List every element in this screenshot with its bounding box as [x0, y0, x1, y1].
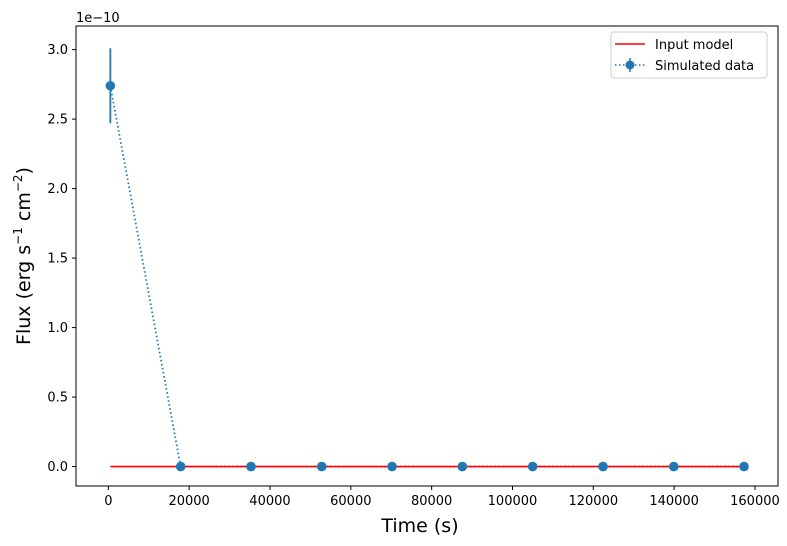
- data-point: [457, 461, 468, 472]
- x-tick-label: 100000: [488, 494, 538, 509]
- x-axis-label: Time (s): [380, 515, 458, 537]
- x-tick-label: 60000: [330, 494, 371, 509]
- x-tick-label: 20000: [168, 494, 209, 509]
- y-tick-label: 3.0: [47, 43, 68, 58]
- data-point: [175, 461, 186, 472]
- legend-label-input-model: Input model: [655, 38, 733, 53]
- legend-box: [610, 31, 768, 79]
- data-point: [105, 80, 116, 91]
- x-tick-label: 140000: [649, 494, 699, 509]
- y-tick-label: 0.0: [47, 460, 68, 475]
- x-tick-label: 160000: [730, 494, 780, 509]
- data-point: [739, 461, 749, 472]
- legend-swatch-simulated-marker: [625, 60, 635, 70]
- plot-area: [105, 48, 749, 472]
- axes-frame: [75, 25, 779, 487]
- y-axis-label: Flux (erg s−1 cm−2): [11, 167, 35, 345]
- data-point: [668, 461, 679, 472]
- y-tick-label: 1.5: [47, 252, 68, 267]
- y-tick-label: 1.0: [47, 321, 68, 336]
- x-tick-label: 120000: [568, 494, 618, 509]
- y-tick-label: 2.5: [47, 113, 68, 128]
- x-tick-label: 80000: [411, 494, 452, 509]
- legend-label-simulated-data: Simulated data: [655, 59, 754, 74]
- y-tick-label: 0.5: [47, 391, 68, 406]
- data-point: [246, 461, 256, 472]
- y-tick-label: 2.0: [47, 182, 68, 197]
- data-point: [387, 461, 397, 472]
- data-point: [598, 461, 608, 472]
- legend: Input model Simulated data: [610, 31, 768, 79]
- data-point: [316, 461, 327, 472]
- y-offset-label: 1e−10: [76, 11, 120, 26]
- x-tick-label: 40000: [249, 494, 290, 509]
- data-point: [527, 461, 538, 472]
- x-tick-label: 0: [104, 494, 112, 509]
- axis-ticks: 0 20000 40000 60000 80000 100000 120000 140000 1…: [47, 43, 779, 509]
